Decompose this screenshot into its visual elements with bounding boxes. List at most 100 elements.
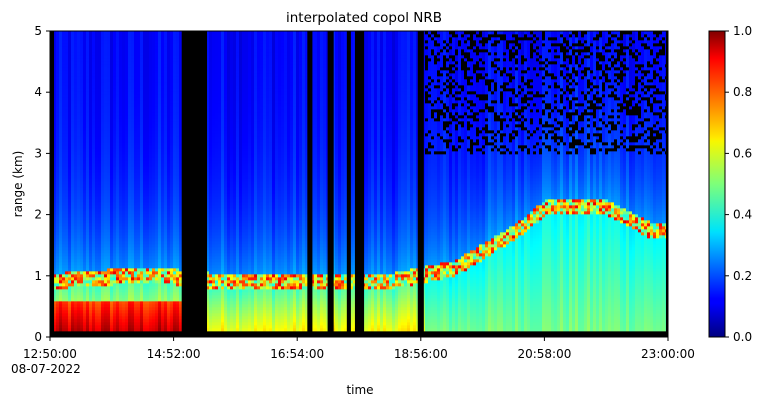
heatmap-cell xyxy=(92,100,96,104)
heatmap-cell xyxy=(170,247,174,251)
heatmap-cell xyxy=(62,208,66,212)
heatmap-cell xyxy=(119,277,123,281)
heatmap-cell xyxy=(74,190,78,194)
heatmap-cell xyxy=(95,322,99,326)
heatmap-cell xyxy=(71,244,75,248)
heatmap-cell xyxy=(125,262,129,266)
heatmap-cell xyxy=(104,166,108,170)
heatmap-cell xyxy=(62,154,66,158)
heatmap-cell xyxy=(170,187,174,191)
heatmap-cell xyxy=(62,115,66,119)
heatmap-cell xyxy=(83,178,87,182)
heatmap-cell xyxy=(56,208,60,212)
heatmap-cell xyxy=(107,304,111,308)
heatmap-cell xyxy=(119,214,123,218)
heatmap-cell xyxy=(164,235,168,239)
heatmap-cell xyxy=(161,250,165,254)
heatmap-cell xyxy=(155,82,159,86)
heatmap-cell xyxy=(155,79,159,83)
heatmap-cell xyxy=(122,100,126,104)
heatmap-cell xyxy=(56,82,60,86)
heatmap-cell xyxy=(149,97,153,101)
heatmap-cell xyxy=(164,64,168,68)
heatmap-cell xyxy=(170,115,174,119)
heatmap-cell xyxy=(89,256,93,260)
heatmap-cell xyxy=(95,253,99,257)
heatmap-cell xyxy=(149,79,153,83)
heatmap-cell xyxy=(62,46,66,50)
heatmap-cell xyxy=(107,73,111,77)
heatmap-cell xyxy=(89,211,93,215)
heatmap-cell xyxy=(173,100,177,104)
heatmap-cell xyxy=(101,196,105,200)
heatmap-cell xyxy=(173,148,177,152)
heatmap-cell xyxy=(89,301,93,305)
heatmap-cell xyxy=(53,91,57,95)
heatmap-cell xyxy=(95,139,99,143)
heatmap-cell xyxy=(161,262,165,266)
heatmap-cell xyxy=(59,205,63,209)
heatmap-cell xyxy=(131,175,135,179)
heatmap-cell xyxy=(53,184,57,188)
heatmap-cell xyxy=(176,247,180,251)
heatmap-cell xyxy=(146,97,150,101)
heatmap-cell xyxy=(104,271,108,275)
heatmap-cell xyxy=(158,136,162,140)
heatmap-cell xyxy=(122,259,126,263)
heatmap-cell xyxy=(56,127,60,131)
heatmap-cell xyxy=(161,34,165,38)
heatmap-cell xyxy=(110,295,114,299)
heatmap-cell xyxy=(131,235,135,239)
heatmap-cell xyxy=(59,241,63,245)
heatmap-cell xyxy=(125,199,129,203)
heatmap-cell xyxy=(101,292,105,296)
heatmap-cell xyxy=(176,184,180,188)
heatmap-cell xyxy=(65,163,69,167)
heatmap-cell xyxy=(131,112,135,116)
heatmap-cell xyxy=(155,313,159,317)
heatmap-cell xyxy=(68,91,72,95)
heatmap-cell xyxy=(95,115,99,119)
heatmap-cell xyxy=(134,166,138,170)
heatmap-cell xyxy=(137,88,141,92)
heatmap-cell xyxy=(131,289,135,293)
heatmap-cell xyxy=(65,295,69,299)
heatmap-cell xyxy=(122,40,126,44)
heatmap-cell xyxy=(161,301,165,305)
heatmap-cell xyxy=(101,238,105,242)
heatmap-cell xyxy=(80,268,84,272)
heatmap-cell xyxy=(71,208,75,212)
heatmap-cell xyxy=(137,160,141,164)
heatmap-cell xyxy=(104,196,108,200)
heatmap-cell xyxy=(62,151,66,155)
heatmap-cell xyxy=(119,268,123,272)
heatmap-cell xyxy=(170,205,174,209)
heatmap-cell xyxy=(158,49,162,53)
heatmap-cell xyxy=(89,115,93,119)
heatmap-cell xyxy=(116,205,120,209)
heatmap-cell xyxy=(101,259,105,263)
heatmap-cell xyxy=(152,103,156,107)
heatmap-cell xyxy=(140,154,144,158)
heatmap-cell xyxy=(131,145,135,149)
heatmap-cell xyxy=(143,109,147,113)
heatmap-cell xyxy=(65,319,69,323)
heatmap-cell xyxy=(86,112,90,116)
heatmap-cell xyxy=(161,229,165,233)
heatmap-cell xyxy=(119,94,123,98)
heatmap-cell xyxy=(68,190,72,194)
heatmap-cell xyxy=(140,100,144,104)
heatmap-cell xyxy=(143,169,147,173)
heatmap-cell xyxy=(143,184,147,188)
heatmap-cell xyxy=(164,88,168,92)
heatmap-cell xyxy=(146,130,150,134)
heatmap-cell xyxy=(110,259,114,263)
heatmap-cell xyxy=(176,238,180,242)
heatmap-cell xyxy=(137,292,141,296)
heatmap-cell xyxy=(149,148,153,152)
heatmap-cell xyxy=(110,91,114,95)
heatmap-cell xyxy=(86,145,90,149)
heatmap-cell xyxy=(158,193,162,197)
heatmap-cell xyxy=(158,259,162,263)
heatmap-cell xyxy=(83,103,87,107)
